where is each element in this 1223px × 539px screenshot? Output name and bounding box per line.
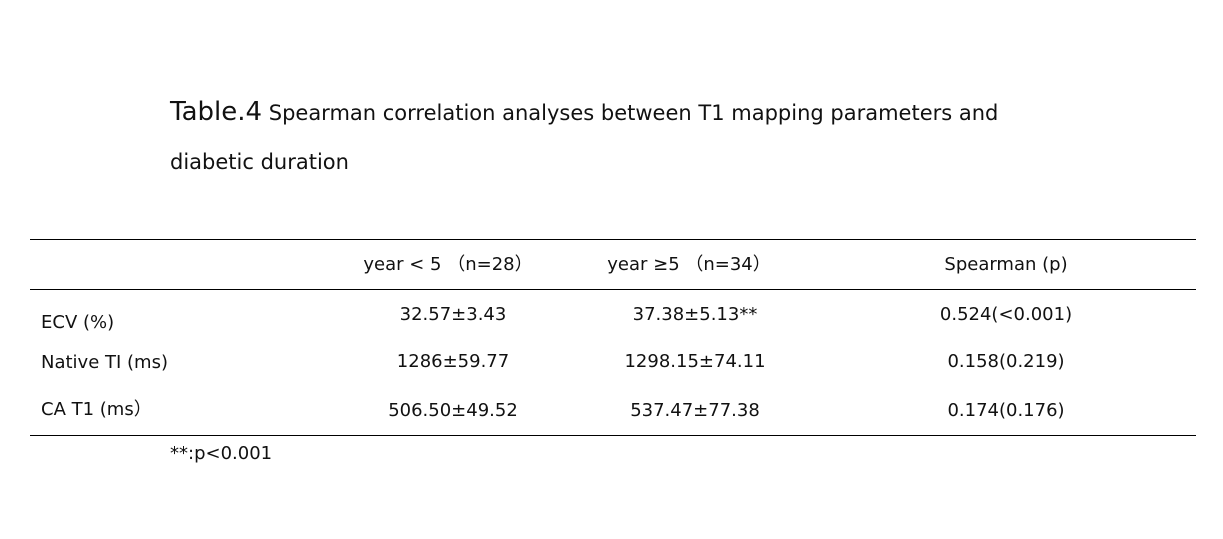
header-year-5-plus: year ≥5 （n=34） bbox=[607, 254, 771, 275]
caption-continuation: diabetic duration bbox=[170, 150, 349, 174]
table-number: Table.4 bbox=[170, 97, 263, 127]
native-ti-spearman: 0.158(0.219) bbox=[947, 351, 1065, 372]
caption-line-1: Table.4 Spearman correlation analyses be… bbox=[170, 88, 1050, 138]
table-header-rule bbox=[30, 289, 1196, 290]
ecv-year-5-plus: 37.38±5.13** bbox=[632, 304, 758, 325]
caption-text: Spearman correlation analyses between T1… bbox=[268, 101, 999, 125]
row-label-ca-t1: CA T1 (ms） bbox=[41, 399, 152, 420]
ca-t1-year-5-plus: 537.47±77.38 bbox=[630, 400, 760, 421]
native-ti-year-5-plus: 1298.15±74.11 bbox=[624, 351, 766, 372]
ecv-spearman: 0.524(<0.001) bbox=[939, 304, 1073, 325]
table-caption: Table.4 Spearman correlation analyses be… bbox=[170, 88, 1050, 187]
table-top-rule bbox=[30, 239, 1196, 240]
native-ti-year-under-5: 1286±59.77 bbox=[396, 351, 510, 372]
ca-t1-spearman: 0.174(0.176) bbox=[947, 400, 1065, 421]
row-label-native-ti: Native TI (ms) bbox=[41, 352, 168, 373]
header-year-under-5: year < 5 （n=28） bbox=[363, 254, 533, 275]
row-label-ecv: ECV (%) bbox=[41, 312, 115, 333]
table-footnote: **:p<0.001 bbox=[170, 443, 273, 464]
ecv-year-under-5: 32.57±3.43 bbox=[399, 304, 507, 325]
header-spearman: Spearman (p) bbox=[944, 254, 1068, 275]
ca-t1-year-under-5: 506.50±49.52 bbox=[388, 400, 518, 421]
table-bottom-rule bbox=[30, 435, 1196, 436]
